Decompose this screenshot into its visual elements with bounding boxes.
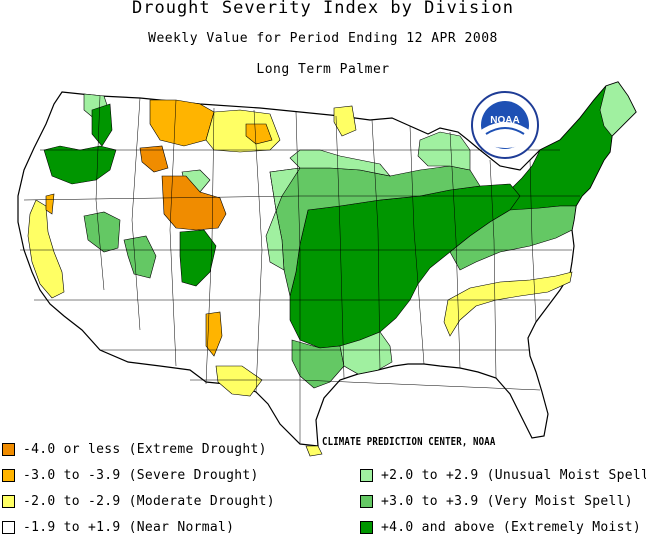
legend-swatch [2,494,15,508]
legend-label: -2.0 to -2.9 (Moderate Drought) [23,493,275,509]
legend-label: -4.0 or less (Extreme Drought) [23,441,267,457]
legend-item: +4.0 and above (Extremely Moist) [360,518,641,536]
region-colorado-extremely-moist [179,229,217,287]
region-utah-very-moist [123,235,157,279]
legend-swatch [2,520,15,534]
legend-label: -3.0 to -3.9 (Severe Drought) [23,467,259,483]
region-midatlantic-very-moist [449,205,577,271]
index-subtitle: Long Term Palmer [256,62,390,77]
map-title: Drought Severity Index by Division [132,0,514,18]
legend-swatch [360,520,373,534]
legend-label: -1.9 to +1.9 (Near Normal) [23,519,235,535]
region-florida-moderate-drought [305,445,323,457]
region-nevada-very-moist [83,211,121,253]
region-wyoming-extreme-drought [139,145,169,173]
legend-item: -1.9 to +1.9 (Near Normal) [2,518,234,536]
noaa-logo: NOAA [471,91,539,159]
legend-item: -2.0 to -2.9 (Moderate Drought) [2,492,275,510]
drought-map [17,81,637,457]
legend-label: +2.0 to +2.9 (Unusual Moist Spell) [381,467,646,483]
region-idaho-extremely-moist [91,103,113,147]
region-washington-extremely-moist [43,145,117,185]
region-wyoming-south-extreme-drought [161,175,227,231]
legend-label: +3.0 to +3.9 (Very Moist Spell) [381,493,633,509]
legend-item: +3.0 to +3.9 (Very Moist Spell) [360,492,633,510]
legend-swatch [2,468,15,482]
legend-label: +4.0 and above (Extremely Moist) [381,519,642,535]
region-greatlakes-unusual-moist [417,131,471,171]
legend-item: -3.0 to -3.9 (Severe Drought) [2,466,259,484]
legend-swatch [360,494,373,508]
region-texas-very-moist [291,339,345,389]
legend-swatch [2,442,15,456]
noaa-logo-text: NOAA [490,115,519,126]
region-maine-unusual-moist [599,81,637,137]
region-southeast-unusual-moist [339,331,393,375]
credit-line: CLIMATE PREDICTION CENTER, NOAA [322,435,496,448]
region-texas-moderate-drought [215,365,263,397]
region-wisconsin-moderate-drought [333,105,357,137]
region-southeast-moderate-drought [443,271,573,337]
region-california-moderate-drought [27,199,65,299]
legend-item: +2.0 to +2.9 (Unusual Moist Spell) [360,466,646,484]
period-subtitle: Weekly Value for Period Ending 12 APR 20… [148,31,498,46]
region-oregon-severe-drought [45,193,55,215]
region-nd-severe-drought [245,123,273,145]
division-boundaries [20,95,580,444]
legend-item: -4.0 or less (Extreme Drought) [2,440,267,458]
region-nm-severe-drought [205,311,223,357]
legend-swatch [360,468,373,482]
region-montana-severe-drought [149,99,215,147]
